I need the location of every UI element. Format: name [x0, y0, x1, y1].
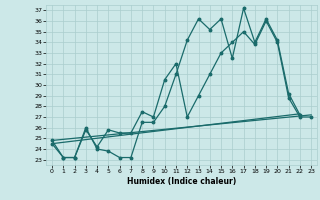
X-axis label: Humidex (Indice chaleur): Humidex (Indice chaleur): [127, 177, 236, 186]
